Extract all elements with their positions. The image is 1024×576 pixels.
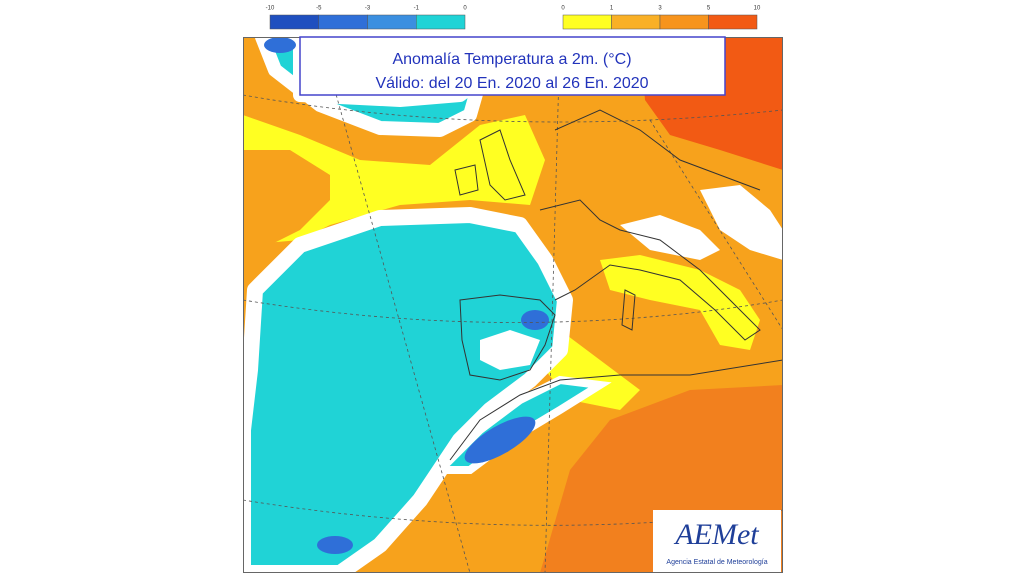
cold-patch: [264, 37, 296, 53]
title-line: Anomalía Temperatura a 2m. (°C): [392, 51, 631, 68]
legend-tick-label: 5: [707, 6, 711, 12]
cold-patch: [464, 416, 536, 464]
legend-tick-label: 3: [658, 6, 662, 12]
legend-tick-label: 0: [561, 6, 565, 12]
legend-tick-label: 10: [754, 6, 761, 12]
legend-swatch: [416, 14, 466, 30]
white-area: [620, 215, 720, 260]
logo-box: [653, 510, 781, 572]
map: [243, 37, 783, 573]
legend-swatch: [708, 14, 758, 30]
logo-subtitle: Agencia Estatal de Meteorología: [666, 559, 767, 566]
legend-tick-label: 1: [610, 6, 614, 12]
coastlines: [449, 109, 783, 461]
legend-tick-label: -1: [414, 6, 420, 12]
legend-tick-label: -10: [266, 6, 275, 12]
logo-name: AEMet: [673, 518, 759, 551]
legend-swatch: [611, 14, 661, 30]
legend-swatch: [562, 14, 612, 30]
orange-patch: [243, 150, 330, 260]
title-line: Válido: del 20 En. 2020 al 26 En. 2020: [375, 75, 648, 92]
yellow-area-italy: [600, 255, 760, 350]
yellow-area: [243, 115, 545, 245]
white-area-iberia: [480, 330, 540, 370]
legend-tick-label: 0: [463, 6, 467, 12]
legend-tick-label: -5: [316, 6, 322, 12]
cold-patch: [317, 536, 353, 554]
legend-swatch: [367, 14, 417, 30]
legend-swatch: [318, 14, 368, 30]
legend-swatch: [269, 14, 319, 30]
cold-area: [243, 207, 573, 573]
legend-swatch: [659, 14, 709, 30]
white-area: [700, 185, 783, 260]
cold-patch: [521, 310, 549, 330]
legend-tick-label: -3: [365, 6, 371, 12]
title-box: [299, 36, 726, 96]
